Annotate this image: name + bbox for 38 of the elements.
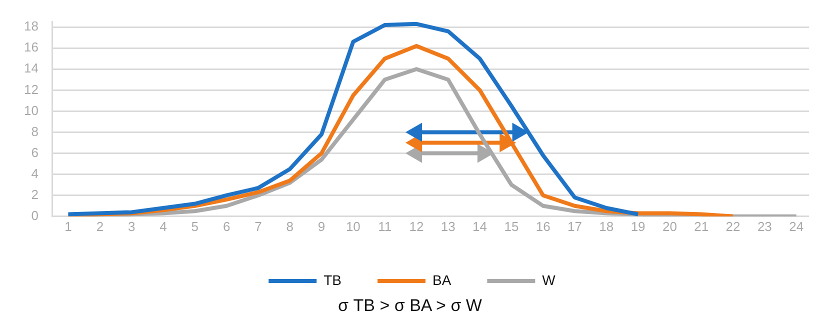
- x-tick-label: 12: [409, 218, 424, 234]
- x-tick-label: 20: [662, 218, 677, 234]
- y-tick-label: 4: [31, 166, 38, 181]
- x-tick-label: 21: [694, 218, 709, 234]
- text: σ TB > σ BA > σ W: [337, 296, 483, 316]
- x-tick-label: 9: [318, 218, 326, 234]
- x-tick-label: 13: [440, 218, 456, 234]
- x-tick-label: 15: [504, 218, 519, 234]
- x-tick-label: 6: [222, 218, 230, 234]
- x-tick-label: 10: [346, 218, 360, 234]
- x-tick-label: 11: [378, 218, 392, 234]
- y-tick-label: 6: [31, 144, 38, 160]
- y-tick-label: 14: [24, 60, 38, 76]
- x-tick-label: 3: [128, 218, 136, 234]
- x-tick-label: 1: [64, 218, 72, 234]
- x-tick-label: 23: [757, 218, 772, 234]
- y-tick-label: 16: [24, 40, 38, 55]
- x-tick-label: 16: [536, 218, 550, 234]
- x-tick-label: 4: [160, 218, 167, 234]
- x-tick-label: 24: [789, 218, 804, 234]
- x-tick-label: 7: [254, 218, 262, 234]
- x-tick-label: 14: [472, 218, 488, 234]
- y-tick-label: 18: [24, 18, 38, 34]
- legend-label: BA: [432, 272, 452, 288]
- x-tick-label: 8: [286, 218, 294, 234]
- legend-label: TB: [324, 272, 342, 288]
- x-tick-label: 17: [568, 218, 582, 234]
- y-tick-label: 8: [31, 124, 38, 139]
- x-tick-label: 5: [191, 218, 199, 234]
- y-tick-label: 0: [31, 208, 38, 223]
- x-tick-label: 2: [96, 218, 104, 234]
- y-tick-label: 12: [24, 82, 38, 97]
- x-tick-label: 22: [726, 218, 740, 234]
- y-tick-label: 10: [24, 102, 38, 118]
- x-tick-label: 18: [599, 218, 614, 234]
- legend-label: W: [542, 272, 556, 288]
- y-tick-label: 2: [31, 186, 38, 202]
- x-tick-label: 19: [630, 218, 646, 234]
